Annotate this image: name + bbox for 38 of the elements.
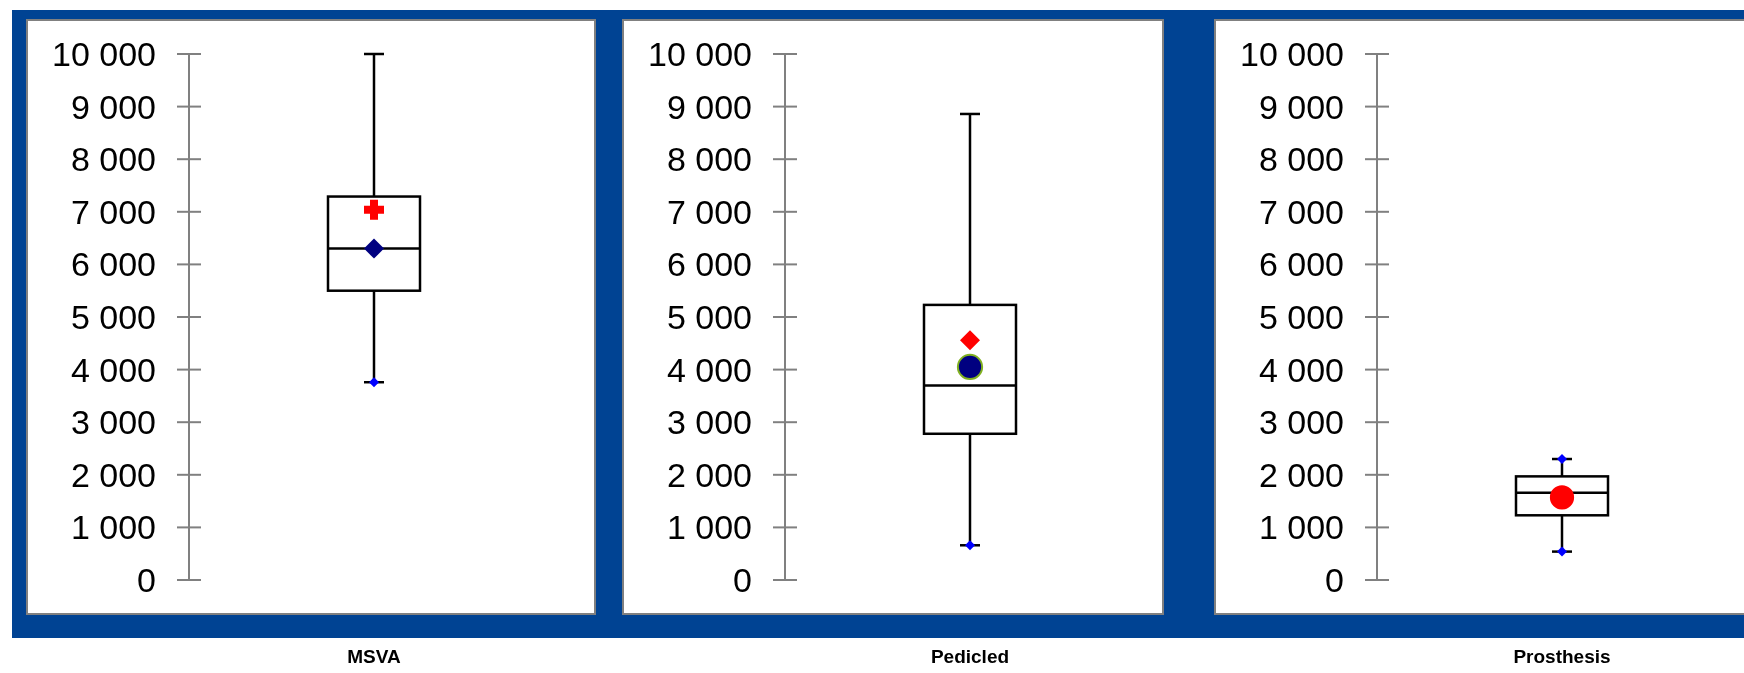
y-tick-label: 8 000 — [1258, 140, 1344, 179]
y-tick-label: 7 000 — [666, 192, 752, 231]
x-tick-label: Prosthesis — [1513, 646, 1611, 667]
y-tick-label: 9 000 — [666, 87, 752, 126]
y-tick-label: 0 — [733, 560, 752, 599]
y-tick-label: 5 000 — [1258, 297, 1344, 336]
y-tick-label: 2 000 — [70, 455, 156, 494]
y-tick-label: 5 000 — [70, 297, 156, 336]
y-tick-label: 2 000 — [666, 455, 752, 494]
y-tick-label: 3 000 — [666, 403, 752, 442]
y-tick-label: 3 000 — [1258, 403, 1344, 442]
y-tick-label: 6 000 — [70, 245, 156, 284]
y-tick-label: 4 000 — [1258, 350, 1344, 389]
y-tick-label: 0 — [1325, 560, 1344, 599]
y-tick-label: 10 000 — [1240, 34, 1344, 73]
y-tick-label: 1 000 — [70, 508, 156, 547]
y-tick-label: 0 — [137, 560, 156, 599]
y-tick-label: 1 000 — [1258, 508, 1344, 547]
y-tick-label: 9 000 — [70, 87, 156, 126]
y-tick-label: 9 000 — [1258, 87, 1344, 126]
y-tick-label: 1 000 — [666, 508, 752, 547]
y-tick-label: 8 000 — [70, 140, 156, 179]
point — [1557, 454, 1567, 465]
y-tick-label: 10 000 — [52, 34, 156, 73]
y-tick-label: 8 000 — [666, 140, 752, 179]
y-tick-label: 2 000 — [1258, 455, 1344, 494]
x-tick-label: Pedicled — [930, 646, 1010, 667]
y-tick-label: 4 000 — [666, 350, 752, 389]
y-tick-label: 6 000 — [666, 245, 752, 284]
y-tick-label: 3 000 — [70, 403, 156, 442]
y-tick-label: 5 000 — [666, 297, 752, 336]
y-tick-label: 10 000 — [648, 34, 752, 73]
y-tick-label: 7 000 — [1258, 192, 1344, 231]
x-tick-label: MSVA — [347, 646, 402, 667]
y-tick-label: 6 000 — [1258, 245, 1344, 284]
y-tick-label: 4 000 — [70, 350, 156, 389]
point — [1557, 546, 1567, 557]
y-tick-label: 7 000 — [70, 192, 156, 231]
